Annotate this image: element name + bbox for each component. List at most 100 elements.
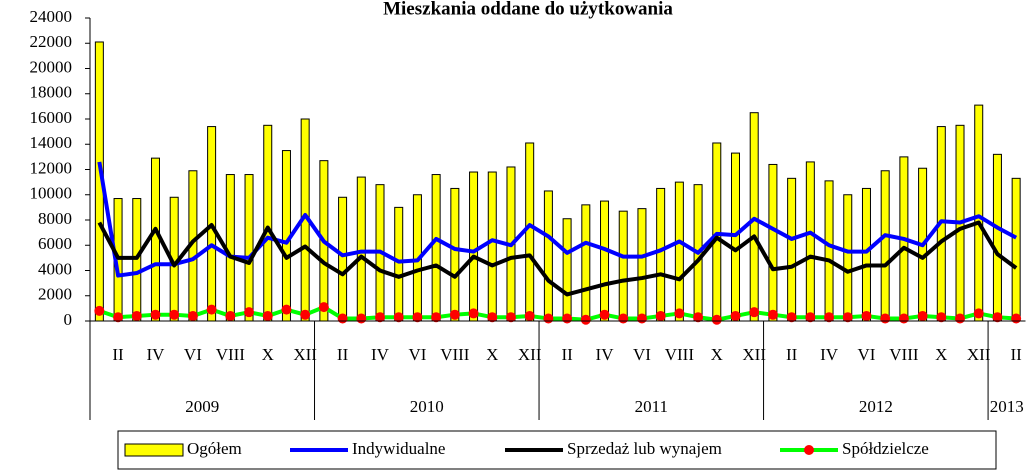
y-tick-label: 10000	[30, 184, 73, 203]
x-tick-label: VIII	[440, 345, 470, 364]
bar	[992, 153, 1002, 322]
marker	[337, 313, 348, 324]
legend-label: Ogółem	[187, 439, 242, 458]
x-tick-label: II	[112, 345, 124, 364]
x-tick-label: VI	[408, 345, 426, 364]
marker	[431, 312, 442, 323]
marker	[375, 312, 386, 323]
marker	[187, 310, 198, 321]
marker	[94, 305, 105, 316]
marker	[150, 309, 161, 320]
line	[98, 305, 1017, 322]
marker	[786, 312, 797, 323]
y-tick-label: 20000	[30, 57, 73, 76]
bar	[525, 142, 535, 322]
marker	[636, 313, 647, 324]
bar	[263, 124, 273, 322]
bar	[824, 180, 834, 322]
x-tick-label: VIII	[216, 345, 246, 364]
y-tick-label: 4000	[38, 259, 72, 278]
bar	[880, 170, 890, 322]
marker	[917, 310, 928, 321]
y-tick-label: 24000	[30, 7, 73, 26]
marker	[824, 312, 835, 323]
marker	[300, 309, 311, 320]
x-tick-label: X	[935, 345, 947, 364]
marker	[206, 304, 217, 315]
x-group-label: 2013	[990, 397, 1024, 416]
bar	[394, 206, 404, 322]
x-tick-label: VI	[184, 345, 202, 364]
x-tick-label: VIII	[889, 345, 919, 364]
bar	[656, 187, 666, 322]
y-tick-label: 2000	[38, 285, 72, 304]
marker	[505, 312, 516, 323]
marker	[880, 313, 891, 324]
x-group-label: 2012	[859, 397, 893, 416]
marker	[580, 314, 591, 325]
marker	[842, 312, 853, 323]
marker	[767, 309, 778, 320]
marker	[711, 314, 722, 325]
bar	[150, 157, 160, 322]
marker	[543, 313, 554, 324]
bar	[674, 181, 684, 322]
marker	[393, 312, 404, 323]
x-group-label: 2009	[185, 397, 219, 416]
x-tick-label: X	[262, 345, 274, 364]
marker	[992, 312, 1003, 323]
bar	[450, 187, 460, 322]
x-tick-label: VI	[857, 345, 875, 364]
marker	[113, 312, 124, 323]
x-tick-label: XII	[967, 345, 991, 364]
bar	[338, 196, 348, 322]
marker	[524, 310, 535, 321]
bar	[244, 174, 254, 322]
marker	[599, 309, 610, 320]
marker	[749, 307, 760, 318]
bar	[543, 190, 553, 322]
marker	[468, 308, 479, 319]
marker	[131, 310, 142, 321]
chart-title: Mieszkania oddane do użytkowania	[383, 0, 673, 19]
x-tick-label: X	[486, 345, 498, 364]
x-tick-label: IV	[147, 345, 166, 364]
y-tick-label: 6000	[38, 234, 72, 253]
marker	[730, 310, 741, 321]
marker	[1011, 313, 1022, 324]
x-tick-label: IV	[371, 345, 390, 364]
line	[97, 220, 1018, 297]
marker	[861, 310, 872, 321]
x-tick-label: II	[1010, 345, 1022, 364]
marker	[412, 312, 423, 323]
x-tick-label: II	[786, 345, 798, 364]
bar	[469, 171, 479, 322]
bar	[618, 210, 628, 322]
bar	[805, 161, 815, 322]
marker	[898, 313, 909, 324]
bar	[974, 104, 984, 322]
legend-label: Spółdzielcze	[842, 439, 929, 458]
marker	[318, 302, 329, 313]
bar	[1011, 177, 1021, 322]
x-tick-label: VI	[633, 345, 651, 364]
x-group-label: 2010	[410, 397, 444, 416]
x-tick-label: IV	[596, 345, 615, 364]
bar	[768, 163, 778, 322]
legend-swatch	[124, 443, 184, 457]
x-tick-label: VIII	[665, 345, 695, 364]
x-tick-label: X	[711, 345, 723, 364]
x-tick-label: XII	[293, 345, 317, 364]
x-tick-label: II	[337, 345, 349, 364]
marker	[562, 313, 573, 324]
marker	[169, 309, 180, 320]
bar	[487, 171, 497, 322]
marker	[244, 307, 255, 318]
bar	[356, 176, 366, 322]
marker	[618, 313, 629, 324]
marker	[955, 313, 966, 324]
bar	[431, 174, 441, 322]
marker	[655, 310, 666, 321]
marker	[693, 312, 704, 323]
